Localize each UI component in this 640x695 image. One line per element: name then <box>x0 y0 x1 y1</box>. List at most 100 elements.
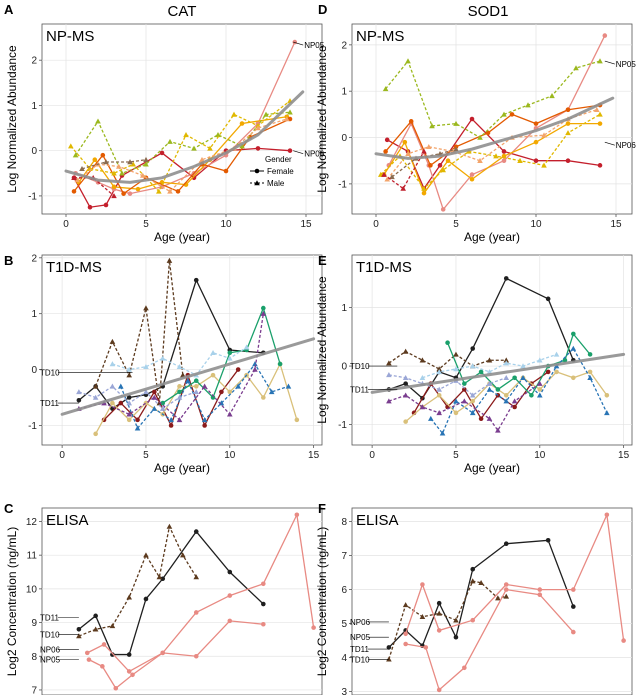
data-point <box>176 417 183 423</box>
data-point <box>143 156 149 162</box>
legend-marker <box>254 180 260 186</box>
data-point <box>419 404 426 410</box>
x-tick-label: 5 <box>453 219 459 230</box>
data-point <box>156 574 163 580</box>
x-tick-label: 5 <box>453 450 459 461</box>
data-point <box>565 121 571 126</box>
data-point <box>130 672 135 678</box>
annotation-label: TD10 <box>350 362 370 371</box>
y-axis-label-c: Log2 Concentration (ng/mL) <box>5 527 19 676</box>
panel-letter-f: F <box>318 501 326 516</box>
x-axis-label-d: Age (year) <box>464 230 520 244</box>
data-point <box>587 352 593 357</box>
data-point <box>402 602 409 608</box>
data-point <box>403 631 408 637</box>
data-point <box>207 145 213 151</box>
data-point <box>227 593 233 598</box>
data-point <box>177 389 182 395</box>
data-point <box>381 171 387 177</box>
data-point <box>403 419 408 424</box>
data-point <box>135 417 140 423</box>
data-point <box>111 193 117 199</box>
data-point <box>419 374 426 381</box>
y-tick-label: 12 <box>26 517 38 528</box>
data-point <box>525 102 531 108</box>
data-point <box>135 186 141 192</box>
series-line <box>386 109 597 180</box>
x-tick-label: 15 <box>610 219 622 230</box>
y-tick-label: 2 <box>31 56 37 67</box>
data-point <box>597 58 603 64</box>
series-line <box>70 100 291 193</box>
data-point <box>72 152 79 158</box>
data-point <box>478 580 484 586</box>
data-point <box>231 111 237 117</box>
data-point <box>440 207 446 212</box>
legend-a: Gender Female Male <box>250 155 294 188</box>
panel-d: D 0 5 10 15 -1 0 1 2 NP-MS Age (year) Log Normalize… <box>315 2 636 244</box>
annotation-label: TD10 <box>350 655 370 664</box>
data-point <box>462 381 467 386</box>
annotation-label: NP06 <box>40 646 61 655</box>
y-tick-label: 6 <box>341 585 347 596</box>
series-line <box>385 59 601 139</box>
data-point <box>113 685 119 691</box>
data-point <box>202 423 207 428</box>
annotation-label: NP05 <box>350 633 371 642</box>
legend-entry-label: Male <box>267 179 285 188</box>
data-point <box>109 623 116 629</box>
data-point <box>402 139 408 145</box>
data-point <box>503 374 510 381</box>
data-point <box>537 592 543 597</box>
data-point <box>239 143 245 149</box>
data-point <box>261 601 266 607</box>
data-point <box>445 340 450 345</box>
data-point <box>151 405 158 411</box>
annotation-np06: NP06 <box>604 141 636 150</box>
data-point <box>119 170 125 176</box>
data-point <box>185 377 191 383</box>
y-tick-label: 2 <box>341 40 347 51</box>
data-layer-b <box>60 257 316 437</box>
data-point <box>493 153 499 159</box>
data-layer-d <box>374 33 615 212</box>
data-point <box>501 111 507 117</box>
data-point <box>402 374 409 381</box>
data-point <box>151 394 158 400</box>
x-axis-label-b: Age (year) <box>154 461 210 475</box>
data-point <box>477 157 483 163</box>
panel-letter-c: C <box>4 501 14 516</box>
data-point <box>126 594 132 600</box>
data-point <box>453 398 459 404</box>
annotation-label: NP06 <box>350 618 371 627</box>
series-line <box>388 374 507 397</box>
y-axis-label-e: Log Normalized Abundance <box>315 276 329 424</box>
x-tick-label: 5 <box>143 219 149 230</box>
data-point <box>74 177 80 183</box>
column-title-sod1: SOD1 <box>468 3 509 20</box>
data-point <box>461 398 468 404</box>
data-point <box>545 369 551 375</box>
data-point <box>384 137 390 143</box>
data-point <box>565 158 571 164</box>
data-layer-f <box>386 512 626 693</box>
data-point <box>227 618 233 624</box>
y-tick-label: 3 <box>341 687 347 695</box>
data-point <box>602 33 608 38</box>
y-tick-label: 7 <box>341 551 347 562</box>
series-line <box>162 306 281 404</box>
data-point <box>68 143 74 149</box>
data-point <box>235 367 241 372</box>
data-point <box>140 172 146 178</box>
annotation-leader <box>293 41 304 46</box>
data-point <box>201 383 208 389</box>
data-point <box>453 366 459 372</box>
data-point <box>604 393 610 398</box>
data-point <box>92 383 99 389</box>
data-point <box>453 120 459 126</box>
data-point <box>486 386 493 392</box>
y-tick-label: -1 <box>28 421 37 432</box>
data-point <box>219 389 224 395</box>
y-tick-label: 8 <box>31 652 37 663</box>
data-point <box>130 161 136 167</box>
